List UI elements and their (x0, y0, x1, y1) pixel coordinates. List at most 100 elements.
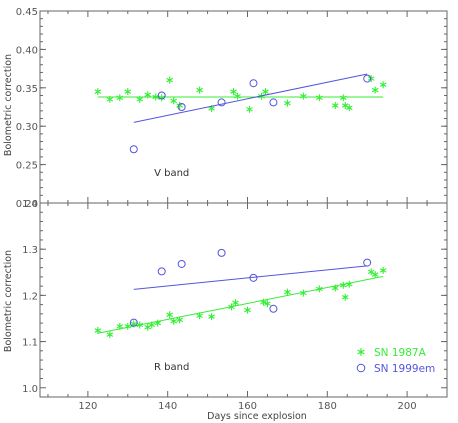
y-tick-label: 0.40 (16, 45, 38, 56)
sn-1987a-point (106, 95, 114, 103)
sn-1987a-point (284, 99, 291, 107)
sn-1999em-point (177, 103, 186, 111)
sn-1999em-point (217, 248, 226, 257)
bottom-panel-y-axis-label: Bolometric correction (3, 250, 14, 352)
sn-1987a-point (154, 319, 162, 327)
panel-2-frame (39, 202, 448, 398)
y-tick-label: 0.45 (16, 7, 38, 18)
sn-1987a-point (232, 299, 239, 307)
sn-1987a-point (136, 95, 144, 103)
sn-1987a-point (246, 105, 253, 113)
sn-1999em-point (157, 267, 166, 276)
sn-1987a-point (345, 104, 353, 112)
band-label: V band (154, 168, 189, 179)
sn-1987a-point (262, 88, 269, 96)
y-tick-label: 1.4 (22, 199, 38, 210)
panel-1: 0.20 0.25 0.30 0.35 0.40 0.45 V band (16, 7, 448, 210)
y-tick-label: 1.3 (22, 245, 38, 256)
y-tick-label: 1.0 (22, 384, 38, 395)
sn-1987a-point (94, 88, 102, 96)
sn-1999em-point (269, 304, 278, 313)
sn-1987a-point (379, 81, 387, 89)
sn-1987a-point (371, 271, 379, 279)
sn-1987a-point (331, 284, 339, 292)
y-tick-label: 0.20 (16, 199, 38, 210)
x-tick-label: 180 (318, 401, 337, 412)
plot-layer: 0.200.250.300.350.400.45V band1.01.11.21… (16, 7, 448, 412)
top-panel-y-axis-label: Bolometric correction (3, 54, 14, 156)
y-tick-label: 1.2 (22, 291, 38, 302)
sn-1987a-point (260, 298, 267, 306)
sn-1987a-point (176, 101, 183, 109)
sn-1987a-point (136, 321, 144, 329)
band-label: R band (154, 362, 189, 373)
sn-1987a-point (341, 293, 349, 301)
sn-1987a-point (341, 101, 349, 109)
sn-1987a-point (124, 88, 132, 96)
sn-1987a-point (116, 322, 124, 330)
sn-1987a-point (148, 321, 156, 329)
sn-1999em-point (249, 273, 258, 282)
sn-1999em-point (129, 145, 138, 154)
sn-1987a-point (94, 326, 102, 334)
sn-1987a-point (170, 317, 177, 325)
legend-label: SN 1987A (374, 347, 427, 359)
sn-1999em-point (363, 258, 372, 267)
sn-1987a-point (367, 268, 375, 276)
sn-1987a-point (116, 94, 124, 102)
sn-1987a-point (284, 288, 291, 296)
sn-1987a-point (316, 285, 323, 293)
sn-1999em-point (269, 98, 278, 107)
sn-1987a-point (264, 300, 271, 308)
sn-1999em-point (217, 98, 226, 107)
sn-1987a-point (158, 94, 166, 102)
x-tick-label: 200 (398, 401, 417, 412)
sn-1987a-point (331, 101, 339, 109)
sn-1987a-point (300, 92, 307, 100)
sn-1987a-point (339, 94, 347, 102)
sn-1987a-point (234, 92, 241, 100)
sn-1987a-point (208, 313, 215, 321)
sn-1987a-point (371, 86, 379, 94)
sn-1987a-point (166, 76, 173, 84)
y-tick-label: 0.25 (16, 161, 38, 172)
x-tick-label: 120 (78, 401, 97, 412)
sn-1999em-fit-line (133, 265, 368, 290)
sn-1987a-point (339, 281, 347, 289)
sn-1987a-point (106, 331, 114, 339)
sn-1987a-point (379, 266, 387, 274)
sn-1999em-fit-line (133, 73, 368, 123)
sn-1987a-point (244, 306, 251, 314)
sn-1987a-point (196, 86, 203, 94)
sn-1999em-point (177, 259, 186, 268)
panel-2: 1.0 1.1 1.2 1.3 1.4 R band (22, 199, 448, 398)
y-tick-label: 1.1 (22, 338, 38, 349)
legend-label: SN 1999em (374, 363, 435, 375)
sn-1987a-point (345, 280, 353, 288)
sn-1987a-point (166, 311, 173, 319)
x-axis-label: Days since explosion (207, 411, 307, 422)
sn-1999em-point (249, 79, 258, 88)
y-tick-label: 0.35 (16, 84, 38, 95)
sn-1987a-point (316, 94, 323, 102)
sn-1999em-point (363, 74, 372, 83)
sn-1987a-point (124, 322, 132, 330)
sn-1987a-point (144, 91, 152, 99)
sn-1987a-point (176, 316, 183, 324)
panel-1-frame (39, 10, 448, 204)
sn-1999em-point (157, 91, 166, 100)
sn-1987a-point (196, 312, 203, 320)
sn-1987a-point (300, 289, 307, 297)
sn-1987a-point (170, 97, 177, 105)
x-tick-label: 160 (238, 401, 257, 412)
y-tick-label: 0.30 (16, 122, 38, 133)
legend (356, 348, 366, 373)
sn-1999em-point (129, 318, 138, 327)
legend-marker-sn1999em (356, 363, 366, 373)
sn-1987a-point (228, 303, 235, 311)
x-tick-label: 140 (158, 401, 177, 412)
sn-1987a-point (230, 88, 237, 96)
sn-1987a-point (144, 323, 152, 331)
legend-marker-sn1987a (357, 348, 365, 356)
